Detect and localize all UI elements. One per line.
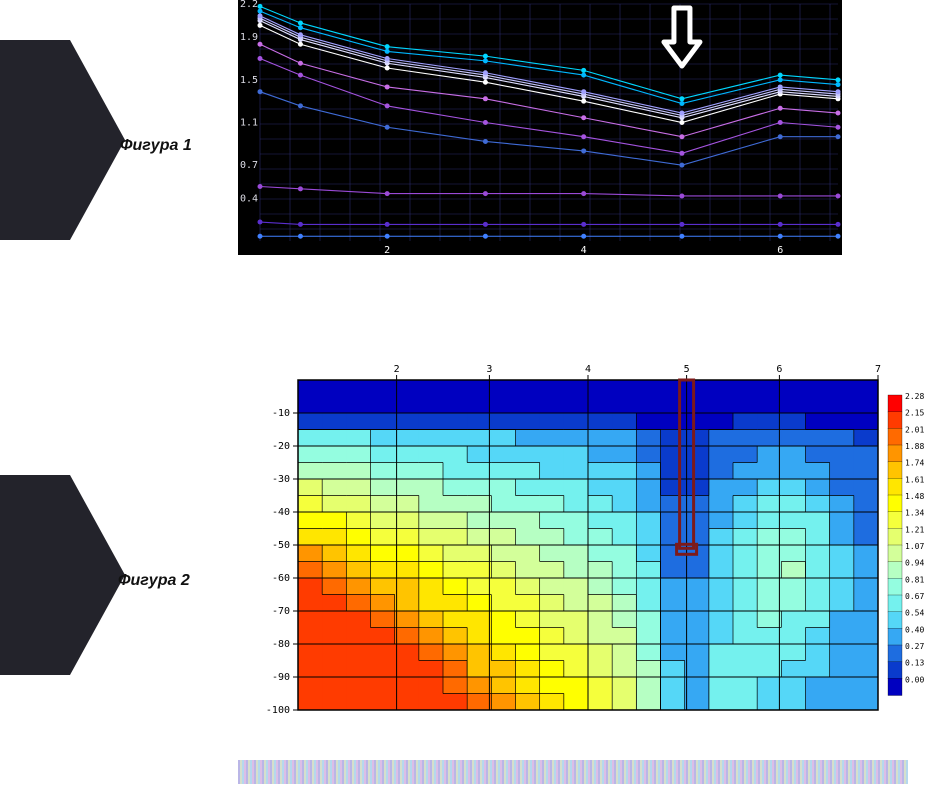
y-tick-label: 1.5 bbox=[240, 75, 258, 86]
x-tick-label: 2 bbox=[394, 364, 400, 375]
y-tick-label: -90 bbox=[272, 672, 290, 683]
colorbar-label: 0.13 bbox=[905, 659, 924, 668]
y-tick-label: -30 bbox=[272, 474, 290, 485]
x-tick-label: 6 bbox=[777, 245, 783, 255]
figure-1-label: Фигура 1 bbox=[120, 137, 192, 155]
pointer-figure-2 bbox=[0, 475, 70, 675]
figure-2-label: Фигура 2 bbox=[118, 572, 190, 590]
x-tick-label: 2 bbox=[384, 245, 390, 255]
colorbar-label: 0.00 bbox=[905, 675, 924, 684]
pointer-figure-1 bbox=[0, 40, 70, 240]
colorbar-label: 1.61 bbox=[905, 475, 924, 484]
x-tick-label: 7 bbox=[875, 364, 881, 375]
colorbar-label: 1.74 bbox=[905, 459, 924, 468]
x-tick-label: 3 bbox=[486, 364, 492, 375]
chart-figure-1: 2.2 1.9 1.5 1.1 0.7 0.4 2 4 6 bbox=[238, 0, 842, 255]
y-tick-label: -60 bbox=[272, 573, 290, 584]
y-tick-label: -70 bbox=[272, 606, 290, 617]
y-tick-label: 1.1 bbox=[240, 118, 258, 129]
colorbar-label: 2.28 bbox=[905, 392, 924, 401]
colorbar-label: 0.27 bbox=[905, 642, 924, 651]
colorbar-label: 0.94 bbox=[905, 559, 924, 568]
y-tick-label: -100 bbox=[266, 705, 290, 716]
chart-figure-2: 2 3 4 5 6 7 -10 -20 -30 -40 -50 -60 -70 -80 -90 -100 2.2… bbox=[238, 360, 938, 730]
colorbar-label: 0.54 bbox=[905, 609, 924, 618]
y-tick-label: -10 bbox=[272, 408, 290, 419]
y-tick-label: -50 bbox=[272, 540, 290, 551]
y-tick-label: 0.7 bbox=[240, 160, 258, 171]
y-tick-label: 1.9 bbox=[240, 32, 258, 43]
colorbar-label: 1.21 bbox=[905, 525, 924, 534]
colorbar-label: 0.67 bbox=[905, 592, 924, 601]
x-tick-label: 6 bbox=[776, 364, 782, 375]
colorbar-label: 0.81 bbox=[905, 575, 924, 584]
x-tick-label: 5 bbox=[684, 364, 690, 375]
noise-strip bbox=[238, 760, 908, 784]
y-tick-label: -20 bbox=[272, 441, 290, 452]
x-tick-label: 4 bbox=[585, 364, 591, 375]
colorbar-label: 1.48 bbox=[905, 492, 924, 501]
y-tick-label: 2.2 bbox=[240, 0, 258, 10]
y-tick-label: -40 bbox=[272, 507, 290, 518]
line-chart: 2.2 1.9 1.5 1.1 0.7 0.4 2 4 6 bbox=[238, 0, 842, 255]
colorbar-label: 2.15 bbox=[905, 409, 924, 418]
colorbar-label: 1.88 bbox=[905, 442, 924, 451]
contour-heatmap: 2 3 4 5 6 7 -10 -20 -30 -40 -50 -60 -70 -80 -90 -100 2.2… bbox=[238, 360, 938, 730]
colorbar-label: 0.40 bbox=[905, 625, 924, 634]
y-tick-label: -80 bbox=[272, 639, 290, 650]
x-tick-label: 4 bbox=[581, 245, 587, 255]
colorbar-label: 1.34 bbox=[905, 509, 924, 518]
colorbar-label: 1.07 bbox=[905, 542, 924, 551]
colorbar-label: 2.01 bbox=[905, 425, 924, 434]
y-tick-label: 0.4 bbox=[240, 193, 258, 204]
